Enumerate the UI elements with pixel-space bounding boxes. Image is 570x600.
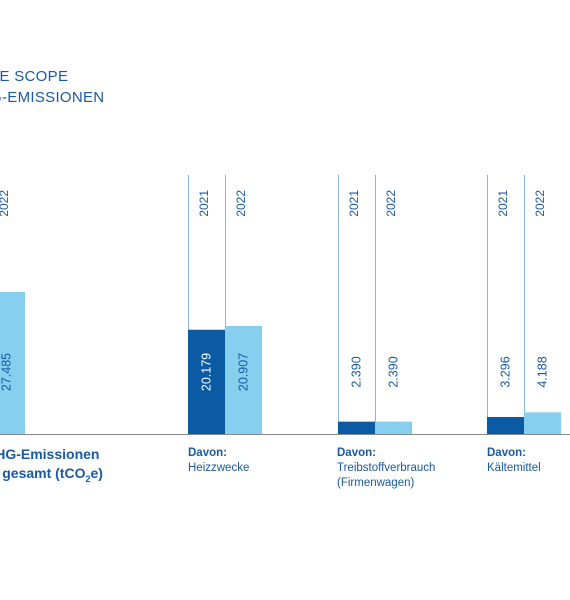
fuel-caption-bold: Davon:	[337, 447, 376, 459]
bar-fuel-2021	[338, 421, 375, 434]
title-line-2: G-EMISSIONEN	[0, 89, 105, 106]
value-label-heating-2021: 20.179	[199, 353, 213, 391]
refrigerant-caption-bold: Davon:	[487, 447, 526, 459]
bar-refrigerant-2022	[524, 412, 561, 434]
year-label-heating-2022: 2022	[234, 190, 248, 217]
value-label-fuel-2022: 2.390	[386, 356, 400, 387]
bar-heating-2022	[225, 325, 262, 434]
refrigerant-group-caption: Davon: Kältemittel	[487, 446, 541, 476]
bar-fuel-2022	[375, 421, 412, 434]
total-caption-line-1: -THG-Emissionen	[0, 446, 100, 462]
value-label-total-2022: 27.485	[0, 353, 13, 391]
value-label-refrigerant-2021: 3.296	[498, 356, 512, 387]
chart-title: TE SCOPE G-EMISSIONEN	[0, 66, 104, 108]
year-label-total-2022: 2022	[0, 190, 11, 217]
heating-group-caption: Davon: Heizzwecke	[188, 446, 249, 476]
total-caption-pre: -1, gesamt (tCO	[0, 465, 86, 481]
fuel-group-caption: Davon: Treibstoffverbrauch (Firmenwagen)	[337, 446, 435, 491]
bar-total-2022	[0, 292, 25, 434]
total-caption-subscript: 2	[85, 473, 91, 484]
year-label-heating-2021: 2021	[197, 190, 211, 217]
bar-refrigerant-2021	[487, 416, 524, 434]
title-line-1: TE SCOPE	[0, 68, 69, 85]
fuel-caption-line-2: (Firmenwagen)	[337, 477, 415, 489]
value-label-refrigerant-2022: 4.188	[535, 356, 549, 387]
value-label-fuel-2021: 2.390	[349, 356, 363, 387]
heating-caption-line-1: Heizzwecke	[188, 462, 250, 474]
total-caption-post: e)	[90, 465, 103, 481]
year-label-refrigerant-2021: 2021	[496, 190, 510, 217]
value-label-heating-2022: 20.907	[236, 353, 250, 391]
total-group-caption: -THG-Emissionen -1, gesamt (tCO2e)	[0, 445, 103, 489]
total-caption-line-2: -1, gesamt (tCO2e)	[0, 464, 103, 489]
refrigerant-caption-line-1: Kältemittel	[487, 462, 541, 474]
year-label-fuel-2022: 2022	[384, 190, 398, 217]
heating-caption-bold: Davon:	[188, 447, 227, 459]
bar-heating-2021	[188, 329, 225, 434]
fuel-caption-line-1: Treibstoffverbrauch	[337, 462, 436, 474]
year-label-fuel-2021: 2021	[347, 190, 361, 217]
year-label-refrigerant-2022: 2022	[533, 190, 547, 217]
